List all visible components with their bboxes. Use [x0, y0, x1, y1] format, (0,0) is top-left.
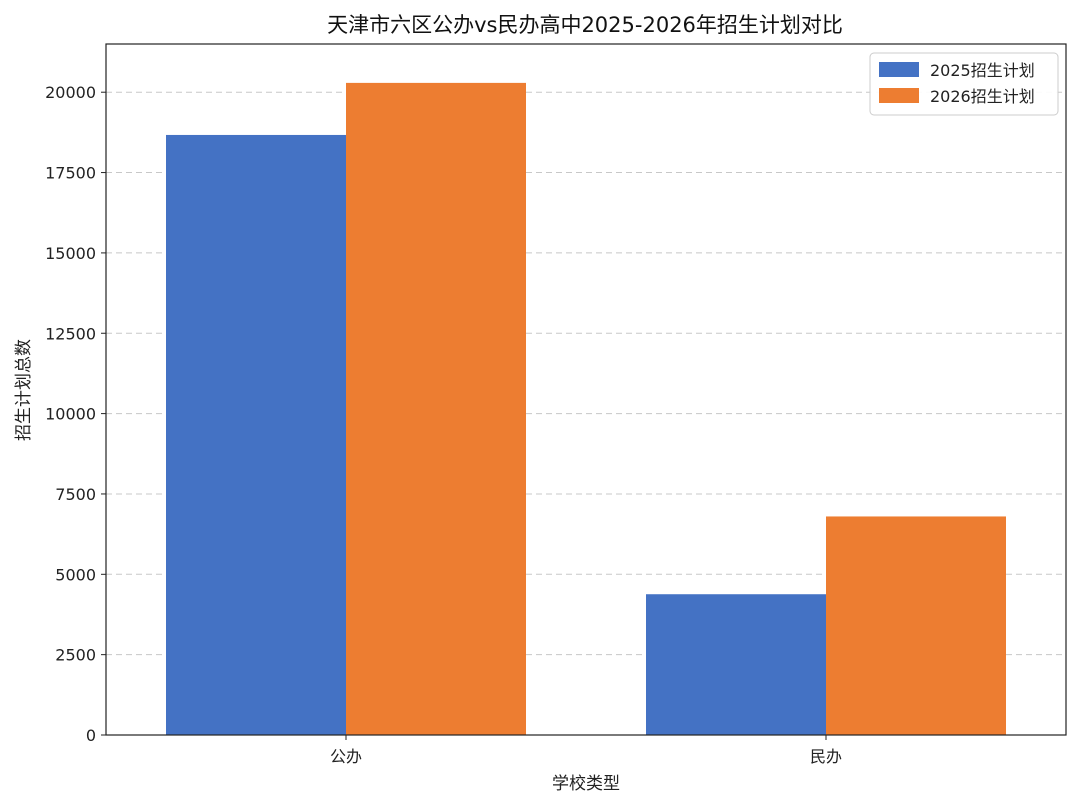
axes: 0 2500 5000 7500 10000 12500 15000 17500 20000 公办… [45, 43, 1067, 766]
chart-title: 天津市六区公办vs民办高中2025-2026年招生计划对比 [327, 13, 843, 37]
y-tick-label: 2500 [55, 646, 96, 665]
y-tick-label: 20000 [45, 83, 96, 102]
y-tick-label: 12500 [45, 324, 96, 343]
bar-2026-private [826, 516, 1006, 735]
bar-2026-public [346, 82, 526, 735]
legend-label: 2026招生计划 [930, 87, 1035, 106]
y-tick-label: 15000 [45, 244, 96, 263]
x-tick-label: 民办 [810, 747, 842, 766]
y-tick-label: 5000 [55, 565, 96, 584]
y-tick-label: 10000 [45, 405, 96, 424]
bar-2025-public [166, 134, 346, 735]
x-axis-title: 学校类型 [552, 774, 620, 794]
bar-2025-private [646, 594, 826, 735]
bars [166, 82, 1006, 735]
legend: 2025招生计划 2026招生计划 [869, 52, 1059, 116]
legend-swatch [879, 88, 919, 103]
plot-frame [105, 43, 1067, 736]
y-tick-label: 0 [86, 726, 96, 745]
y-axis-title: 招生计划总数 [14, 339, 34, 441]
y-tick-label: 17500 [45, 164, 96, 183]
y-tick-label: 7500 [55, 485, 96, 504]
x-tick-label: 公办 [330, 747, 362, 766]
legend-label: 2025招生计划 [930, 61, 1035, 80]
legend-swatch [879, 62, 919, 77]
